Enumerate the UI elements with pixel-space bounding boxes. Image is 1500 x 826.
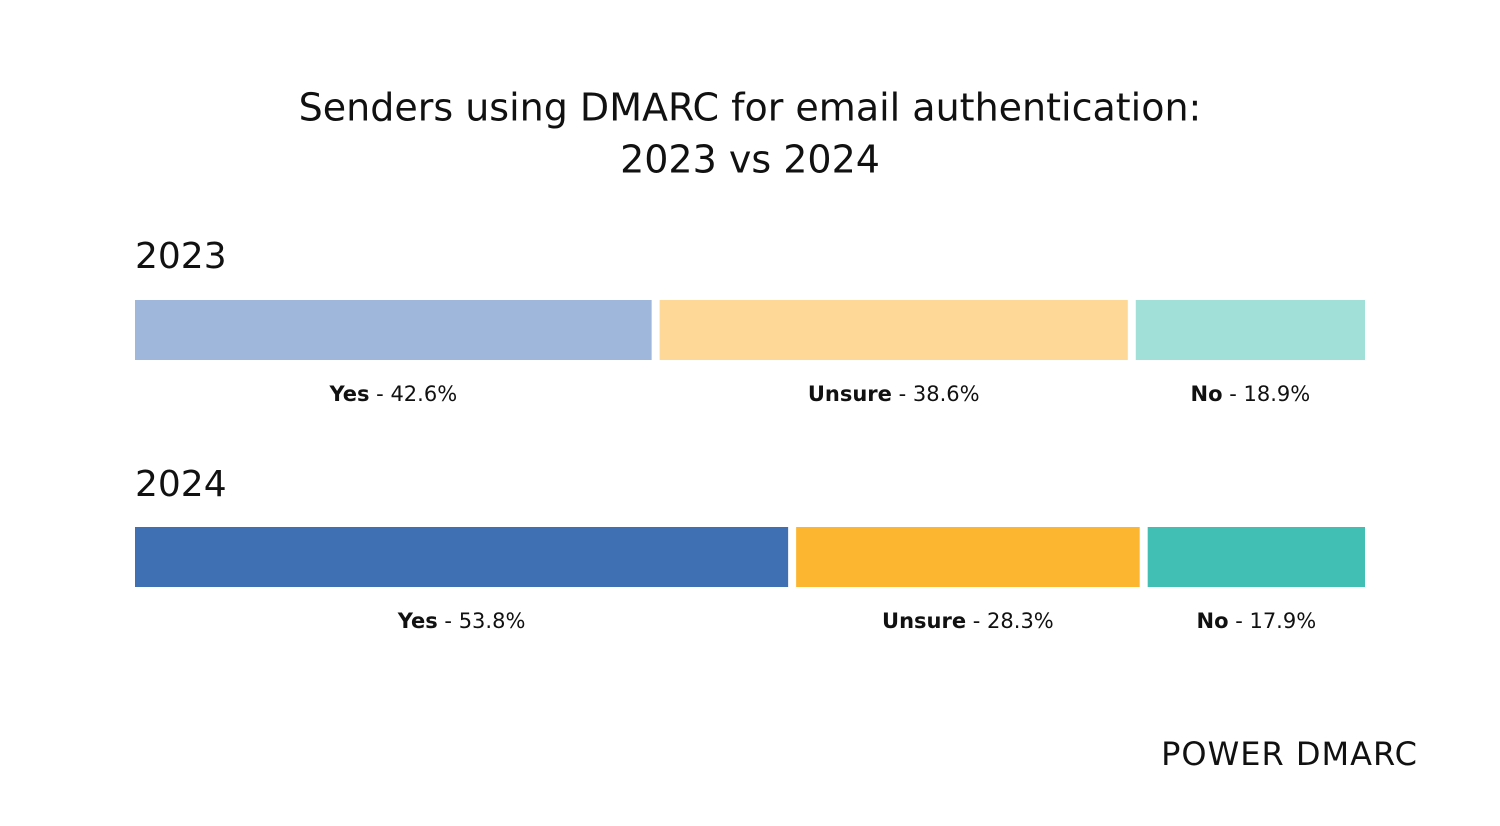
category-label: 2023 (135, 236, 227, 277)
segment-label: Unsure - 28.3% (882, 609, 1054, 633)
data-label: 42.6% (390, 382, 457, 406)
segment-label: No - 18.9% (1191, 382, 1311, 406)
separator: - (370, 382, 391, 406)
separator: - (438, 609, 459, 633)
category-label: 2024 (135, 464, 227, 505)
legend-name: Unsure (808, 382, 892, 406)
segment-label: Unsure - 38.6% (808, 382, 980, 406)
legend-name: No (1191, 382, 1223, 406)
separator: - (966, 609, 987, 633)
data-label: 18.9% (1244, 382, 1311, 406)
data-label: 53.8% (459, 609, 526, 633)
bar-segment (659, 300, 1128, 360)
segment-label: Yes - 42.6% (328, 382, 457, 406)
brand-logo: POWER DMARC (1161, 735, 1418, 773)
bar-segment (1135, 300, 1365, 360)
data-label: 17.9% (1249, 609, 1316, 633)
chart-title: 2023 vs 2024 (620, 138, 880, 182)
bar-segment (135, 300, 652, 360)
legend-name: Yes (397, 609, 438, 633)
chart-title: Senders using DMARC for email authentica… (299, 86, 1202, 130)
segment-label: Yes - 53.8% (397, 609, 526, 633)
separator: - (1223, 382, 1244, 406)
segment-label: No - 17.9% (1197, 609, 1317, 633)
data-label: 28.3% (987, 609, 1054, 633)
legend-name: Unsure (882, 609, 966, 633)
separator: - (892, 382, 913, 406)
data-label: 38.6% (913, 382, 980, 406)
bar-segment (1147, 527, 1365, 587)
bar-segment (135, 527, 789, 587)
bar-segment (796, 527, 1140, 587)
separator: - (1229, 609, 1250, 633)
legend-name: Yes (328, 382, 369, 406)
legend-name: No (1197, 609, 1229, 633)
